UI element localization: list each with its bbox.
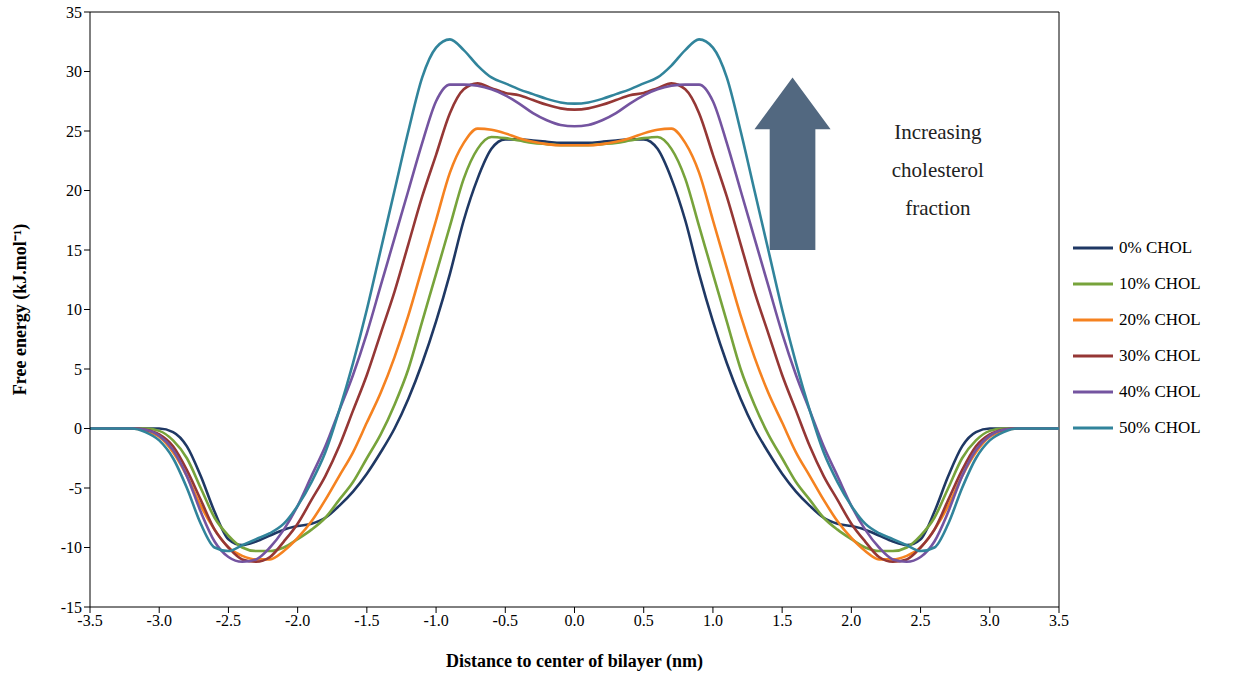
svg-text:25: 25 (66, 123, 82, 140)
html-text:30% CHOL: 30% CHOL (1119, 345, 1201, 365)
svg-text:-1.5: -1.5 (354, 612, 379, 629)
html-text:20% CHOL: 20% CHOL (1119, 309, 1201, 329)
svg-text:0.5: 0.5 (634, 612, 654, 629)
svg-text:1.5: 1.5 (772, 612, 792, 629)
svg-text:-1.0: -1.0 (423, 612, 448, 629)
svg-text:-0.5: -0.5 (493, 612, 518, 629)
html-text:10% CHOL: 10% CHOL (1119, 273, 1201, 293)
svg-text:3.0: 3.0 (980, 612, 1000, 629)
svg-text:-5: -5 (69, 480, 82, 497)
svg-text:Distance to center of bilayer: Distance to center of bilayer (nm) (446, 651, 703, 672)
svg-text:1.0: 1.0 (703, 612, 723, 629)
html-text:0% CHOL: 0% CHOL (1119, 237, 1193, 257)
svg-text:35: 35 (66, 4, 82, 21)
svg-text:30: 30 (66, 63, 82, 80)
svg-text:-2.0: -2.0 (285, 612, 310, 629)
svg-text:-10: -10 (61, 539, 82, 556)
svg-text:5: 5 (74, 361, 82, 378)
svg-text:-3.5: -3.5 (77, 612, 103, 630)
svg-text:3.5: 3.5 (1049, 612, 1069, 629)
svg-text:2.5: 2.5 (911, 612, 931, 629)
svg-text:Increasingcholesterolfraction: Increasingcholesterolfraction (892, 120, 984, 220)
svg-text:10: 10 (66, 301, 82, 318)
svg-text:20: 20 (66, 182, 82, 199)
html-text:50% CHOL: 50% CHOL (1119, 417, 1201, 437)
svg-text:15: 15 (66, 242, 82, 259)
svg-text:0: 0 (74, 420, 82, 437)
svg-text:-15: -15 (61, 599, 82, 616)
svg-text:2.0: 2.0 (841, 612, 861, 629)
svg-text:-3.0: -3.0 (147, 612, 172, 629)
svg-text:-2.5: -2.5 (216, 612, 241, 629)
svg-text:0.0: 0.0 (565, 612, 585, 629)
svg-text:Free energy (kJ.mol⁻¹): Free energy (kJ.mol⁻¹) (10, 224, 31, 396)
html-text:40% CHOL: 40% CHOL (1119, 381, 1201, 401)
